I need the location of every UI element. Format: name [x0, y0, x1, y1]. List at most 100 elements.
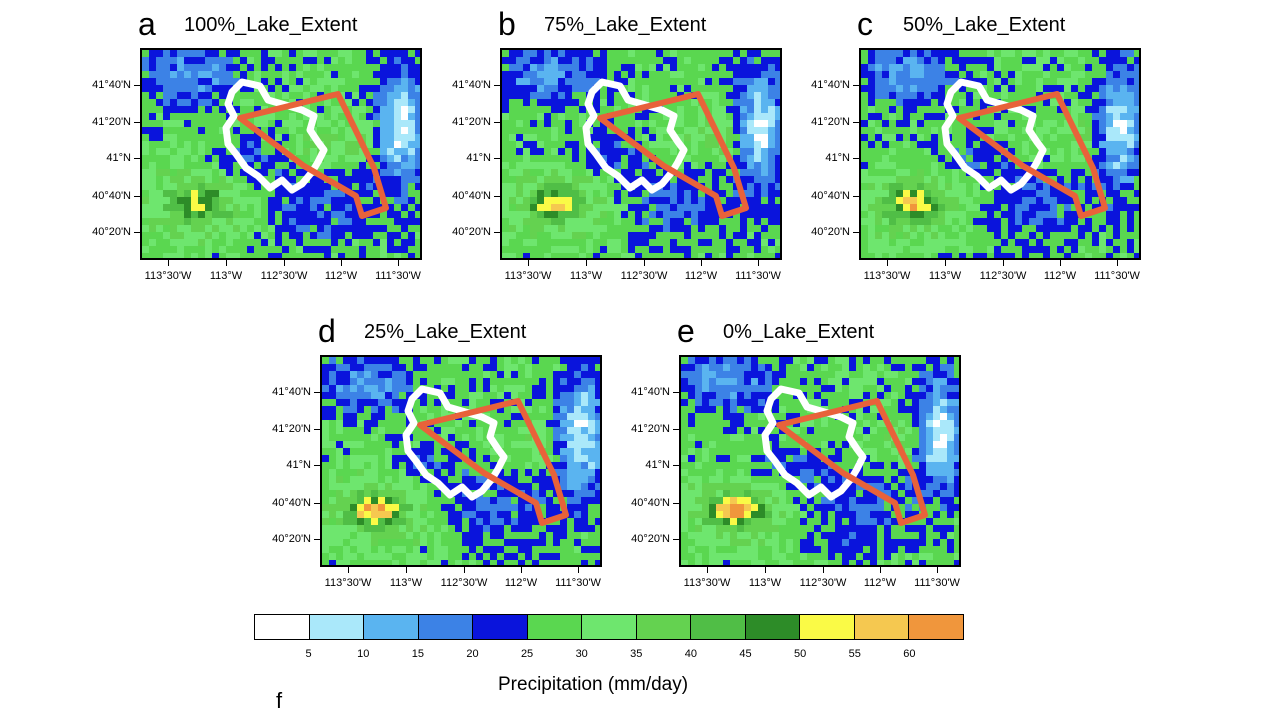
y-tick-label: 41°N [431, 152, 491, 164]
y-tick [853, 158, 859, 159]
colorbar-tick-label: 25 [521, 648, 533, 660]
panel-letter-f: f [276, 688, 282, 714]
panel-letter: e [677, 315, 695, 347]
y-tick-label: 41°20'N [610, 423, 670, 435]
x-tick [406, 567, 407, 573]
panel-title: 25%_Lake_Extent [364, 321, 526, 343]
colorbar-tick-label: 50 [794, 648, 806, 660]
x-tick [758, 260, 759, 266]
y-tick [673, 465, 679, 466]
x-tick [348, 567, 349, 573]
x-tick-label: 111°30'W [1094, 270, 1140, 282]
precip-heatmap [502, 50, 780, 258]
x-tick [644, 260, 645, 266]
colorbar [254, 614, 964, 640]
y-tick [494, 85, 500, 86]
y-tick [853, 122, 859, 123]
y-tick [494, 158, 500, 159]
map-frame [679, 355, 961, 567]
y-tick-label: 40°40'N [610, 497, 670, 509]
x-tick-label: 112°30'W [800, 577, 847, 589]
x-tick-label: 112°W [864, 577, 896, 589]
colorbar-swatch [855, 615, 910, 639]
y-tick-label: 40°20'N [431, 226, 491, 238]
x-tick-label: 113°30'W [684, 577, 731, 589]
x-tick [528, 260, 529, 266]
y-tick [134, 85, 140, 86]
colorbar-swatch [473, 615, 528, 639]
y-tick [853, 232, 859, 233]
colorbar-title: Precipitation (mm/day) [498, 674, 688, 696]
x-tick [168, 260, 169, 266]
y-tick [673, 429, 679, 430]
y-tick [494, 196, 500, 197]
y-tick-label: 40°40'N [71, 190, 131, 202]
x-tick-label: 113°30'W [505, 270, 552, 282]
x-tick-label: 113°30'W [325, 577, 372, 589]
y-tick [853, 196, 859, 197]
colorbar-swatch [637, 615, 692, 639]
map-frame [859, 48, 1141, 260]
x-tick [937, 567, 938, 573]
colorbar-tick-label: 45 [739, 648, 751, 660]
y-tick [853, 85, 859, 86]
y-tick-label: 41°20'N [431, 116, 491, 128]
x-tick [1003, 260, 1004, 266]
colorbar-swatch [310, 615, 365, 639]
y-tick [314, 392, 320, 393]
x-tick-label: 112°30'W [980, 270, 1027, 282]
colorbar-swatch [746, 615, 801, 639]
y-tick-label: 41°40'N [431, 79, 491, 91]
x-tick-label: 112°W [505, 577, 537, 589]
x-tick-label: 111°30'W [555, 577, 601, 589]
map-frame [140, 48, 422, 260]
y-tick [673, 539, 679, 540]
x-tick [586, 260, 587, 266]
x-tick [226, 260, 227, 266]
y-tick [494, 232, 500, 233]
colorbar-tick-label: 20 [466, 648, 478, 660]
y-tick-label: 41°20'N [790, 116, 850, 128]
x-tick [823, 567, 824, 573]
panel-letter: b [498, 8, 516, 40]
y-tick [314, 429, 320, 430]
y-tick [673, 503, 679, 504]
colorbar-tick-label: 5 [306, 648, 312, 660]
x-tick [887, 260, 888, 266]
y-tick-label: 41°N [610, 459, 670, 471]
colorbar-tick-label: 35 [630, 648, 642, 660]
y-tick [673, 392, 679, 393]
y-tick-label: 40°40'N [251, 497, 311, 509]
y-tick [134, 122, 140, 123]
panel-title: 0%_Lake_Extent [723, 321, 874, 343]
x-tick-label: 111°30'W [735, 270, 781, 282]
y-tick [134, 158, 140, 159]
map-frame [500, 48, 782, 260]
y-tick-label: 40°20'N [610, 533, 670, 545]
y-tick-label: 41°40'N [251, 386, 311, 398]
colorbar-tick-label: 30 [576, 648, 588, 660]
panel-title: 50%_Lake_Extent [903, 14, 1065, 36]
x-tick [707, 567, 708, 573]
panel-letter: c [857, 8, 873, 40]
y-tick-label: 41°N [71, 152, 131, 164]
colorbar-swatch [255, 615, 310, 639]
panel-title: 75%_Lake_Extent [544, 14, 706, 36]
y-tick-label: 41°20'N [71, 116, 131, 128]
colorbar-tick-label: 40 [685, 648, 697, 660]
y-tick-label: 41°20'N [251, 423, 311, 435]
y-tick-label: 41°N [251, 459, 311, 471]
x-tick-label: 112°W [685, 270, 717, 282]
x-tick-label: 112°30'W [261, 270, 308, 282]
colorbar-swatch [582, 615, 637, 639]
y-tick [314, 539, 320, 540]
x-tick [1117, 260, 1118, 266]
x-tick-label: 112°30'W [441, 577, 488, 589]
y-tick [314, 465, 320, 466]
y-tick-label: 40°20'N [71, 226, 131, 238]
y-tick [134, 232, 140, 233]
colorbar-tick-label: 60 [903, 648, 915, 660]
colorbar-tick-label: 10 [357, 648, 369, 660]
x-tick-label: 112°30'W [621, 270, 668, 282]
x-tick-label: 111°30'W [375, 270, 421, 282]
